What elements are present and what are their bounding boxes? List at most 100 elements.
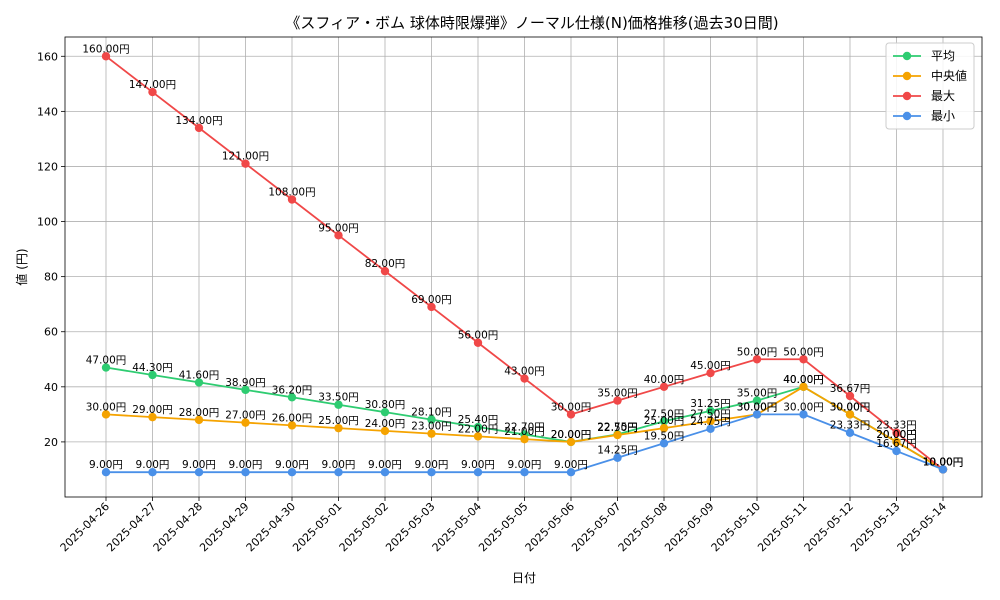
plot-frame [64, 36, 983, 498]
data-label: 30.00円 [783, 401, 824, 413]
data-label: 9.00円 [182, 459, 216, 471]
data-point [334, 468, 343, 477]
data-label: 45.00円 [690, 360, 731, 372]
data-label: 69.00円 [411, 294, 452, 306]
data-label: 16.67円 [876, 438, 917, 450]
data-label: 27.50円 [690, 408, 731, 420]
data-label: 44.30円 [132, 362, 173, 374]
data-point [427, 468, 436, 477]
legend-swatch-marker [902, 71, 912, 81]
data-point [101, 410, 111, 419]
data-label: 31.25円 [690, 398, 731, 410]
data-label: 30.00円 [830, 401, 871, 413]
data-label: 38.90円 [225, 377, 266, 389]
data-point [334, 423, 343, 433]
legend-label: 中央値 [931, 68, 967, 83]
data-label: 25.40円 [458, 414, 499, 426]
data-label: 35.00円 [597, 388, 638, 400]
data-point [101, 363, 111, 372]
data-point [613, 396, 622, 405]
data-label: 30.00円 [830, 401, 871, 413]
legend-label: 最大 [931, 89, 955, 103]
data-point [706, 417, 715, 426]
data-point [380, 468, 390, 477]
legend-label: 平均 [931, 49, 955, 63]
data-point [706, 424, 715, 434]
data-point [566, 437, 576, 447]
data-point [799, 355, 808, 364]
data-label: 9.00円 [136, 459, 170, 471]
data-point [752, 410, 762, 419]
x-tick-label: 2025-05-14 [895, 500, 949, 554]
data-label: 26.00円 [272, 412, 313, 424]
data-label: 24.00円 [365, 418, 406, 430]
data-label: 43.00円 [504, 366, 545, 378]
data-point [659, 423, 669, 433]
y-tick-label: 80 [44, 271, 58, 284]
data-point [566, 410, 576, 419]
y-tick-label: 120 [37, 160, 58, 173]
data-label: 9.00円 [229, 459, 263, 471]
y-tick-label: 40 [44, 381, 58, 394]
data-label: 23.00円 [411, 421, 452, 433]
x-axis: 2025-04-262025-04-272025-04-282025-04-29… [58, 497, 949, 554]
y-axis-label: 値 (円) [14, 248, 29, 285]
legend-frame [885, 42, 975, 130]
y-tick-label: 140 [37, 105, 58, 118]
data-label: 56.00円 [458, 330, 499, 342]
data-label: 30.00円 [551, 401, 592, 413]
y-tick-label: 60 [44, 326, 58, 339]
data-label: 40.00円 [783, 374, 824, 386]
data-point [473, 432, 483, 441]
data-point [473, 468, 483, 477]
data-point [752, 355, 762, 364]
y-tick-label: 20 [44, 436, 58, 449]
data-point [380, 426, 390, 436]
data-label: 10.00円 [923, 456, 964, 468]
data-label: 30.80円 [365, 399, 406, 411]
data-label: 36.20円 [272, 384, 313, 396]
data-label: 33.50円 [318, 392, 359, 404]
data-label: 20.00円 [876, 429, 917, 441]
data-point [287, 195, 297, 204]
data-point [101, 468, 111, 477]
data-label: 47.00円 [86, 355, 127, 367]
data-point [938, 465, 948, 474]
data-label: 9.00円 [368, 459, 402, 471]
data-point [706, 406, 715, 416]
data-point [287, 393, 297, 402]
data-label: 82.00円 [365, 258, 406, 270]
data-label: 22.75円 [597, 421, 638, 433]
data-point [520, 374, 529, 383]
data-point [520, 468, 529, 477]
legend-swatch-marker [902, 91, 912, 101]
data-point [845, 391, 855, 401]
data-label: 27.50円 [644, 408, 685, 420]
data-point [752, 396, 762, 405]
data-point [194, 415, 204, 425]
data-label: 23.33円 [830, 420, 871, 432]
data-point [473, 338, 483, 347]
data-point [659, 439, 669, 448]
data-point [566, 468, 576, 477]
data-label: 36.67円 [830, 383, 871, 395]
data-label: 23.33円 [876, 420, 917, 432]
data-point [659, 382, 669, 392]
data-label: 147.00円 [129, 79, 176, 91]
data-label: 9.00円 [461, 459, 495, 471]
data-label: 28.00円 [179, 407, 220, 419]
data-point [845, 428, 855, 437]
chart-title: 《スフィア・ボム 球体時限爆弾》ノーマル仕様(N)価格推移(過去30日間) [285, 14, 778, 32]
data-label: 40.00円 [644, 374, 685, 386]
data-label: 20.00円 [551, 429, 592, 441]
data-label: 50.00円 [783, 346, 824, 358]
data-point [334, 400, 343, 409]
data-label: 30.00円 [737, 401, 778, 413]
data-label: 24.75円 [690, 416, 731, 428]
legend-label: 最小 [931, 109, 955, 123]
data-point [427, 429, 436, 438]
data-point [845, 410, 855, 419]
data-point [241, 468, 250, 477]
data-point [380, 266, 390, 276]
